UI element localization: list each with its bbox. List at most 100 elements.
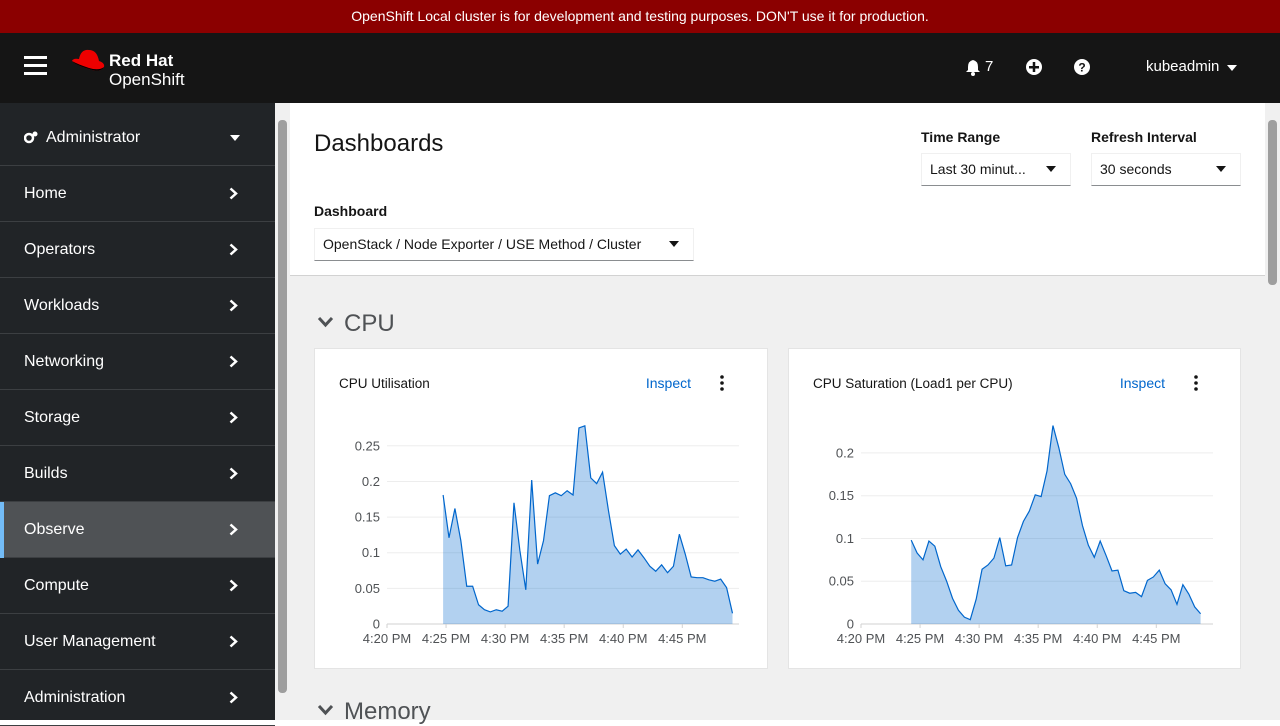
y-tick-label: 0.15 <box>355 510 380 525</box>
scrollbar[interactable] <box>1265 103 1280 720</box>
page-header: Dashboards Time Range Last 30 minut... R… <box>290 103 1265 276</box>
brand-line: Red Hat <box>109 51 174 70</box>
x-tick-label: 4:45 PM <box>658 631 706 646</box>
x-tick-label: 4:40 PM <box>1073 631 1121 646</box>
area-fill <box>443 425 733 624</box>
field-label: Dashboard <box>314 203 388 219</box>
refresh-select[interactable]: 30 seconds <box>1091 153 1241 186</box>
area-fill <box>911 425 1201 624</box>
select-value: OpenStack / Node Exporter / USE Method /… <box>323 236 642 252</box>
field-label: Refresh Interval <box>1091 129 1197 145</box>
chevron <box>229 355 238 368</box>
masthead: Red Hat OpenShift 7 ? kubeadmin <box>0 33 1280 103</box>
x-tick-label: 4:25 PM <box>422 631 470 646</box>
section-title: CPU <box>344 310 395 337</box>
y-tick-label: 0.05 <box>355 581 380 596</box>
nav-item[interactable]: Storage <box>0 390 275 446</box>
nav-label: Networking <box>24 353 105 370</box>
section-toggle[interactable] <box>318 317 334 328</box>
area-line <box>910 425 1202 621</box>
x-tick-label: 4:40 PM <box>599 631 647 646</box>
nav-label: Observe <box>24 521 85 538</box>
y-tick-label: 0 <box>847 617 854 632</box>
notification-count[interactable]: 7 <box>985 58 994 75</box>
x-tick-label: 4:35 PM <box>540 631 588 646</box>
inspect-link[interactable]: Inspect <box>1120 375 1165 391</box>
nav-label: Builds <box>24 465 68 482</box>
help-icon[interactable]: ? <box>1073 58 1091 76</box>
kebab-dot[interactable] <box>720 381 724 385</box>
y-tick-label: 0.2 <box>836 445 854 460</box>
section-title: Memory <box>344 698 431 725</box>
select-value: 30 seconds <box>1100 161 1172 177</box>
y-tick-label: 0 <box>373 617 380 632</box>
field-label: Time Range <box>921 129 1001 145</box>
chevron <box>229 523 238 536</box>
inspect-link[interactable]: Inspect <box>646 375 691 391</box>
nav-item[interactable]: Compute <box>0 558 275 614</box>
perspective-switcher[interactable]: Administrator <box>0 110 275 166</box>
nav-item[interactable]: Builds <box>0 446 275 502</box>
kebab-dot[interactable] <box>720 387 724 391</box>
panel-title: CPU Utilisation <box>339 376 430 391</box>
panel-title: CPU Saturation (Load1 per CPU) <box>813 376 1013 391</box>
menu-toggle[interactable] <box>24 55 48 77</box>
nav-label: Operators <box>24 241 96 258</box>
nav-label: Workloads <box>24 297 100 314</box>
user-menu[interactable]: kubeadmin <box>1146 58 1220 75</box>
kebab-dot[interactable] <box>720 375 724 379</box>
nav-label: Storage <box>24 409 81 426</box>
chevron <box>229 243 238 256</box>
sidebar: Administrator Home Operators Workloads Netw… <box>0 103 275 726</box>
chart: CPU Saturation (Load1 per CPU) Inspect 0 0.… <box>813 375 1213 646</box>
banner: OpenShift Local cluster is for developme… <box>0 0 1280 33</box>
kebab-dot[interactable] <box>1194 381 1198 385</box>
add-icon[interactable] <box>1025 58 1043 76</box>
perspective-label: Administrator <box>46 129 141 146</box>
x-tick-label: 4:30 PM <box>955 631 1003 646</box>
brand-line: OpenShift <box>109 70 185 89</box>
dashboard-select[interactable]: OpenStack / Node Exporter / USE Method /… <box>314 228 694 261</box>
kebab-dot[interactable] <box>1194 375 1198 379</box>
nav-label: User Management <box>24 633 156 650</box>
nav-label: Compute <box>24 577 89 594</box>
logo-hat <box>72 49 105 71</box>
bell-icon[interactable] <box>965 59 981 76</box>
x-tick-label: 4:20 PM <box>363 631 411 646</box>
nav-item[interactable]: Home <box>0 166 275 222</box>
x-tick-label: 4:20 PM <box>837 631 885 646</box>
panel-card: CPU Saturation (Load1 per CPU) Inspect 0 0.… <box>788 348 1241 669</box>
nav-item[interactable]: User Management <box>0 614 275 670</box>
chevron <box>229 411 238 424</box>
y-tick-label: 0.1 <box>362 545 380 560</box>
svg-text:?: ? <box>1078 61 1085 75</box>
section-toggle[interactable] <box>318 705 334 716</box>
scrollbar[interactable] <box>275 103 290 720</box>
chevron <box>229 187 238 200</box>
chevron <box>229 467 238 480</box>
x-tick-label: 4:45 PM <box>1132 631 1180 646</box>
select-value: Last 30 minut... <box>930 161 1026 177</box>
y-tick-label: 0.05 <box>829 574 854 589</box>
nav-item[interactable]: Operators <box>0 222 275 278</box>
y-tick-label: 0.25 <box>355 438 380 453</box>
x-tick-label: 4:25 PM <box>896 631 944 646</box>
kebab-dot[interactable] <box>1194 387 1198 391</box>
chevron <box>229 299 238 312</box>
chart: CPU Utilisation Inspect 0 0.05 0.1 0.15 0.2 0.2… <box>339 375 739 646</box>
nav-item[interactable]: Observe <box>0 502 275 558</box>
chevron <box>229 691 238 704</box>
caret <box>230 135 240 141</box>
nav-item[interactable]: Administration <box>0 670 275 726</box>
y-tick-label: 0.1 <box>836 531 854 546</box>
nav-label: Home <box>24 185 67 202</box>
nav-item[interactable]: Workloads <box>0 278 275 334</box>
page-title: Dashboards <box>314 130 444 157</box>
chevron <box>229 635 238 648</box>
time-range-select[interactable]: Last 30 minut... <box>921 153 1071 186</box>
chevron <box>229 579 238 592</box>
main-content: Dashboards Time Range Last 30 minut... R… <box>290 103 1265 725</box>
nav-item[interactable]: Networking <box>0 334 275 390</box>
caret <box>1227 65 1237 71</box>
